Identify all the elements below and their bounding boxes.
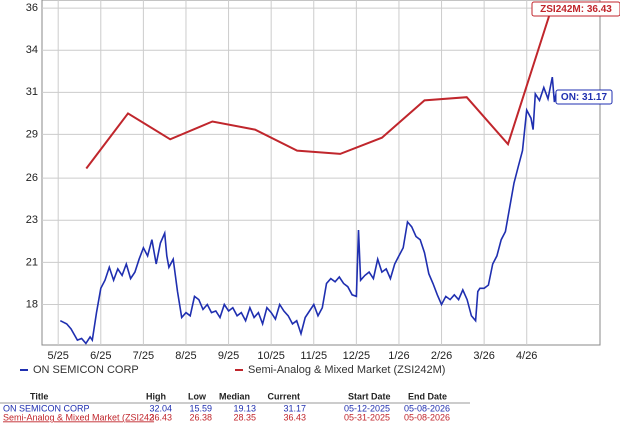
y-tick-label: 26 — [26, 172, 38, 184]
table-cell: 31.17 — [283, 403, 306, 413]
x-tick-label: 6/25 — [90, 350, 111, 362]
x-tick-label: 3/26 — [473, 350, 494, 362]
table-cell: 05-08-2026 — [404, 403, 450, 413]
table-header: High — [146, 391, 166, 401]
legend-label: ON SEMICON CORP — [33, 364, 139, 376]
y-tick-label: 18 — [26, 298, 38, 310]
table-header: Median — [219, 391, 250, 401]
x-tick-label: 7/25 — [133, 350, 154, 362]
annotation: ON: 31.17 — [561, 92, 608, 103]
y-tick-label: 36 — [26, 2, 38, 14]
table-header: End Date — [408, 391, 447, 401]
table-cell: 05-08-2026 — [404, 412, 450, 422]
annotation-box — [531, 1, 620, 17]
y-tick-label: 23 — [26, 214, 38, 226]
table-header: Title — [30, 391, 48, 401]
table-cell: 15.59 — [189, 403, 212, 413]
table-header: Low — [188, 391, 207, 401]
x-tick-label: 9/25 — [218, 350, 239, 362]
table-cell: Semi-Analog & Mixed Market (ZSI242 — [3, 412, 154, 422]
x-tick-label: 10/25 — [257, 350, 285, 362]
y-tick-label: 34 — [26, 44, 38, 56]
table-cell: 05-12-2025 — [344, 403, 390, 413]
x-tick-label: 8/25 — [175, 350, 196, 362]
x-tick-label: 5/25 — [47, 350, 68, 362]
x-tick-label: 1/26 — [388, 350, 409, 362]
table-cell: ON SEMICON CORP — [3, 403, 90, 413]
legend-label: Semi-Analog & Mixed Market (ZSI242M) — [248, 364, 445, 376]
table-cell: 36.43 — [283, 412, 306, 422]
y-tick-label: 21 — [26, 256, 38, 268]
annotation: ZSI242M: 36.43 — [540, 4, 612, 15]
x-tick-label: 12/25 — [343, 350, 371, 362]
table-cell: 28.35 — [233, 412, 256, 422]
table-cell: 36.43 — [149, 412, 172, 422]
x-tick-label: 11/25 — [300, 350, 327, 362]
table-cell: 19.13 — [233, 403, 256, 413]
y-tick-label: 31 — [26, 86, 38, 98]
table-cell: 05-31-2025 — [344, 412, 390, 422]
table-header: Current — [267, 391, 300, 401]
plot-frame — [41, 0, 601, 346]
series-line — [59, 76, 558, 345]
table-cell: 32.04 — [149, 403, 172, 413]
y-tick-label: 29 — [26, 128, 38, 140]
series-line — [85, 5, 554, 170]
table-cell: 26.38 — [189, 412, 212, 422]
annotation-box — [555, 89, 613, 105]
table-header: Start Date — [348, 391, 391, 401]
x-tick-label: 2/26 — [431, 350, 452, 362]
x-tick-label: 4/26 — [516, 350, 537, 362]
